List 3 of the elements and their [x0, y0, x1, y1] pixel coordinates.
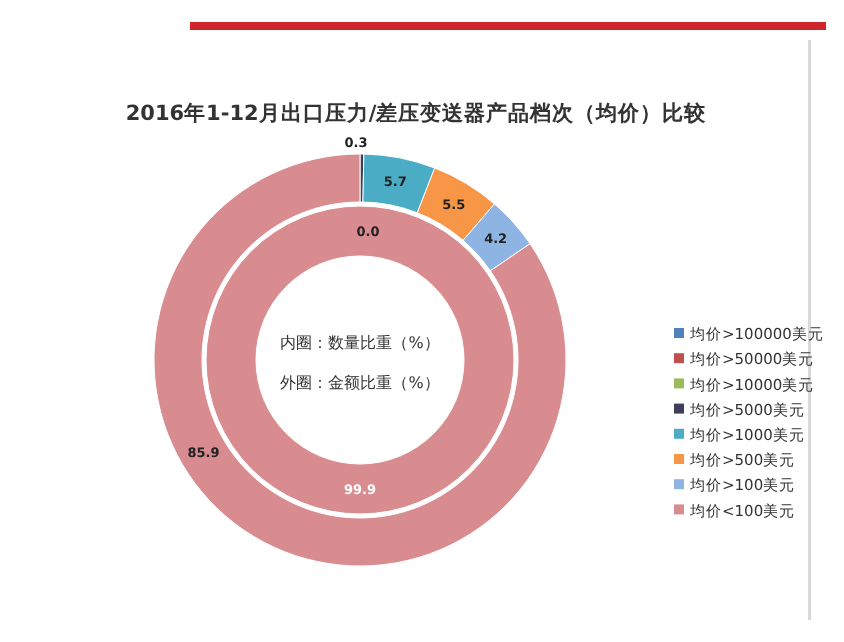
chart-title: 2016年1-12月出口压力/差压变送器产品档次（均价）比较: [125, 100, 709, 126]
text: 内圈：数量比重（%）: [280, 334, 440, 352]
text: 外圈：金额比重（%）: [280, 374, 440, 392]
